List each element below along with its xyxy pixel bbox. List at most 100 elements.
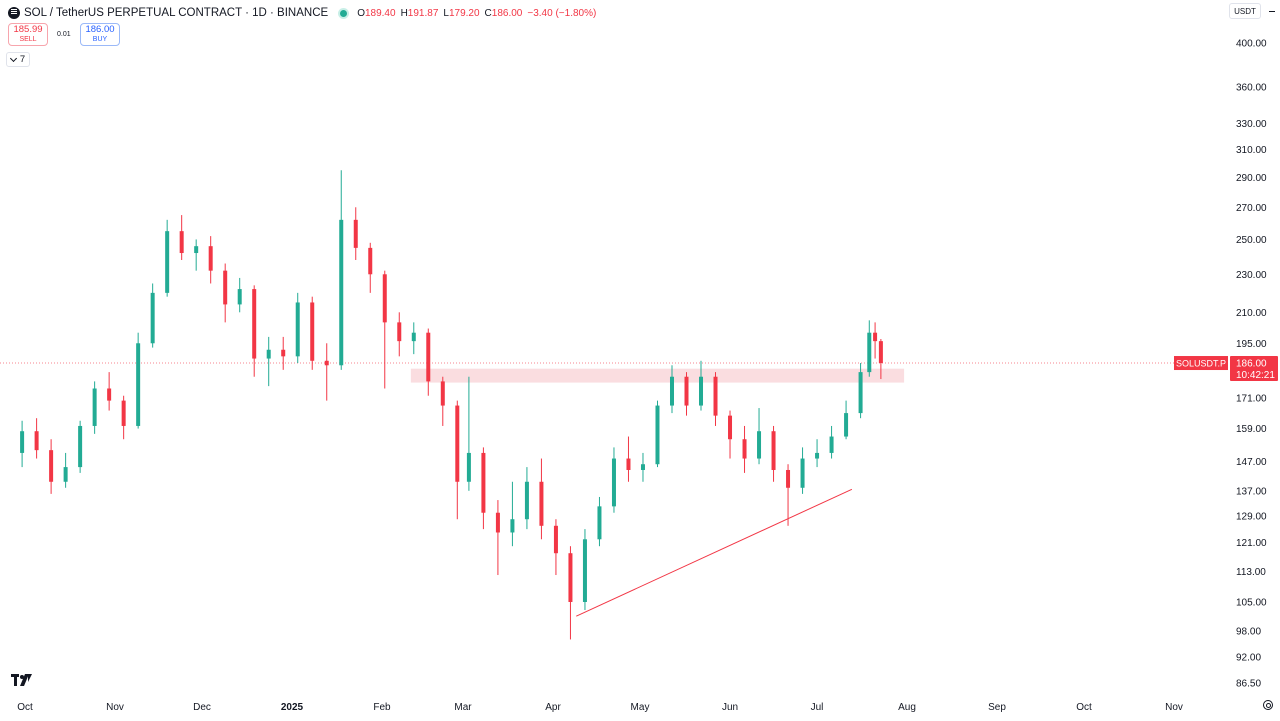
menu-icon[interactable] bbox=[1267, 6, 1277, 16]
buy-button[interactable]: 186.00 BUY bbox=[80, 23, 120, 46]
chart-legend: SOL / TetherUS PERPETUAL CONTRACT · 1D ·… bbox=[8, 5, 596, 21]
y-tick-label: 113.00 bbox=[1236, 567, 1266, 578]
candle bbox=[49, 439, 54, 494]
candle bbox=[815, 439, 820, 468]
candle bbox=[771, 425, 776, 482]
candle-body bbox=[324, 360, 329, 366]
candle-body bbox=[194, 246, 199, 254]
resistance-zone bbox=[410, 368, 905, 383]
candle bbox=[655, 400, 660, 468]
candle bbox=[786, 464, 791, 526]
candle bbox=[107, 372, 112, 411]
candle bbox=[295, 292, 300, 364]
y-tick-label: 310.00 bbox=[1236, 145, 1267, 156]
candle-body bbox=[699, 376, 704, 406]
candle-body bbox=[867, 332, 872, 373]
y-tick-label: 230.00 bbox=[1236, 270, 1267, 281]
y-tick-label: 121.00 bbox=[1236, 538, 1267, 549]
support-trendline bbox=[576, 488, 853, 617]
y-tick-label: 86.50 bbox=[1236, 679, 1261, 690]
candle bbox=[597, 496, 602, 547]
candle bbox=[252, 285, 257, 377]
candle bbox=[20, 420, 25, 468]
candle-body bbox=[481, 452, 486, 513]
settings-gear-icon[interactable] bbox=[1263, 700, 1273, 710]
candle-body bbox=[713, 376, 718, 416]
candle bbox=[194, 239, 199, 271]
candle-body bbox=[684, 376, 689, 406]
candle bbox=[426, 328, 431, 396]
candle-body bbox=[295, 302, 300, 357]
candle bbox=[742, 425, 747, 473]
candle-body bbox=[310, 302, 315, 361]
symbol-title[interactable]: SOL / TetherUS PERPETUAL CONTRACT · 1D ·… bbox=[24, 7, 329, 19]
candle bbox=[626, 436, 631, 482]
candle bbox=[568, 546, 573, 640]
chevron-down-icon bbox=[9, 54, 17, 62]
sell-button[interactable]: 185.99 SELL bbox=[8, 23, 48, 46]
candle bbox=[466, 376, 471, 491]
candle-body bbox=[150, 292, 155, 344]
candle bbox=[266, 336, 271, 387]
candle bbox=[368, 242, 373, 293]
candle bbox=[873, 322, 878, 359]
candle-body bbox=[223, 270, 228, 305]
candle-body bbox=[266, 349, 271, 359]
candle-body bbox=[165, 231, 170, 293]
candle-body bbox=[728, 415, 733, 440]
sell-label: SELL bbox=[19, 35, 37, 43]
candle-body bbox=[440, 381, 445, 406]
indicators-toggle-button[interactable]: 7 bbox=[6, 52, 30, 67]
last-price-tag-bg bbox=[1230, 356, 1278, 382]
spread-value: 0.01 bbox=[57, 31, 71, 38]
candle bbox=[353, 207, 358, 260]
candle bbox=[611, 447, 616, 513]
candle-body bbox=[655, 405, 660, 465]
candle bbox=[669, 365, 674, 414]
candle bbox=[878, 339, 883, 380]
candle bbox=[757, 408, 762, 465]
candle bbox=[179, 215, 184, 260]
candle bbox=[136, 332, 141, 429]
candle bbox=[382, 270, 387, 389]
low-label: L bbox=[443, 7, 449, 19]
candle-body bbox=[815, 452, 820, 459]
currency-selector[interactable]: USDT bbox=[1229, 3, 1261, 19]
x-tick-label: Oct bbox=[1076, 702, 1092, 713]
candle bbox=[208, 236, 213, 284]
candle bbox=[713, 372, 718, 426]
candle-body bbox=[757, 431, 762, 459]
candle-body bbox=[582, 539, 587, 602]
candle-body bbox=[63, 467, 68, 482]
y-tick-label: 98.00 bbox=[1236, 626, 1261, 637]
x-tick-label: Jun bbox=[722, 702, 738, 713]
candle bbox=[78, 420, 83, 473]
candle bbox=[165, 219, 170, 297]
candle bbox=[510, 481, 515, 547]
open-value: 189.40 bbox=[364, 7, 396, 19]
x-tick-label: Oct bbox=[17, 702, 33, 713]
countdown-tag: 10:42:21 bbox=[1236, 370, 1275, 381]
candle bbox=[455, 400, 460, 520]
y-tick-label: 137.00 bbox=[1236, 486, 1267, 497]
close-value: 186.00 bbox=[491, 7, 523, 19]
candle-body bbox=[553, 525, 558, 554]
candle-body bbox=[20, 431, 25, 453]
candle-body bbox=[844, 413, 849, 437]
indicators-count: 7 bbox=[19, 54, 26, 65]
candle bbox=[524, 467, 529, 530]
candle-body bbox=[597, 506, 602, 540]
y-tick-label: 159.00 bbox=[1236, 424, 1267, 435]
candle bbox=[121, 395, 126, 440]
candle bbox=[829, 425, 834, 459]
candle bbox=[34, 418, 39, 459]
buy-price: 186.00 bbox=[85, 23, 115, 35]
symbol-tag: SOLUSDT.P bbox=[1176, 359, 1226, 369]
x-tick-label: Apr bbox=[545, 702, 561, 713]
candle bbox=[728, 410, 733, 459]
candle-body bbox=[92, 388, 97, 426]
candle bbox=[440, 376, 445, 426]
candle-body bbox=[368, 247, 373, 275]
